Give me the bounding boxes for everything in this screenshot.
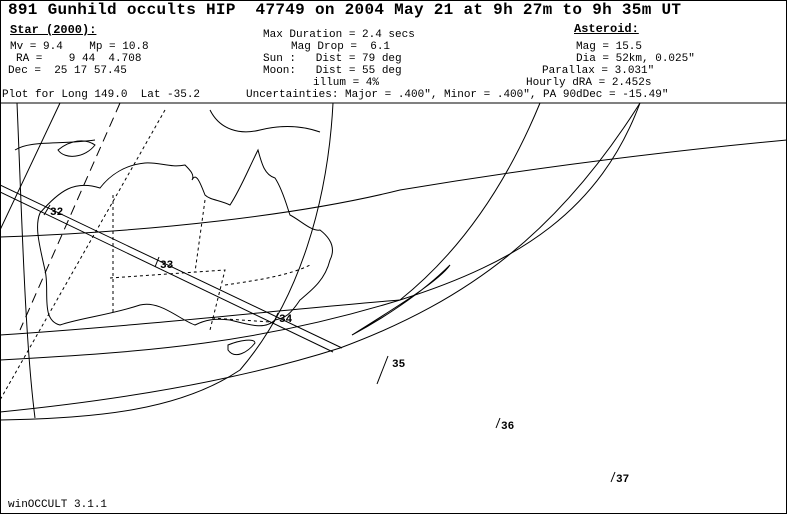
time-tick: [273, 312, 279, 323]
time-label: 35: [392, 359, 406, 371]
state-border: [194, 199, 206, 273]
latitude-line: [0, 299, 401, 336]
time-label: 32: [50, 207, 63, 219]
hourly-dra: Hourly dRA = 2.452s: [526, 77, 652, 89]
time-tick: [43, 204, 51, 216]
time-label: 37: [616, 474, 629, 486]
uncertainties: Uncertainties: Major = .400", Minor = .4…: [246, 89, 577, 101]
software-version: winOCCULT 3.1.1: [8, 499, 108, 511]
curve-line: [399, 102, 541, 301]
state-border: [211, 317, 271, 323]
path-north-limit: [0, 184, 343, 349]
page-title: 891 Gunhild occults HIP 47749 on 2004 Ma…: [8, 1, 682, 19]
time-label: 33: [160, 260, 174, 272]
star-dec: Dec = 25 17 57.45: [8, 65, 127, 77]
asteroid-heading: Asteroid:: [574, 22, 639, 36]
horizon-arc: [0, 102, 334, 421]
tasmania-coastline: [227, 339, 256, 356]
state-border: [224, 264, 311, 286]
max-duration: Max Duration = 2.4 secs: [263, 29, 415, 41]
asteroid-mag: Mag = 15.5: [576, 41, 643, 53]
path-south-limit: [0, 191, 334, 353]
mag-drop: Mag Drop = 6.1: [291, 41, 391, 53]
star-heading: Star (2000):: [10, 23, 97, 37]
plot-location: Plot for Long 149.0 Lat -35.2: [2, 89, 201, 101]
sun-distance: Sun : Dist = 79 deg: [263, 53, 402, 65]
moon-distance: Moon: Dist = 55 deg: [263, 65, 402, 77]
meridian-line: [16, 102, 36, 419]
ddec: dDec = -15.49": [576, 89, 669, 101]
asteroid-parallax: Parallax = 3.031": [542, 65, 655, 77]
latitude-line: [0, 102, 641, 361]
star-ra: RA = 9 44 4.708: [16, 53, 142, 65]
dashed-limit-line: [19, 102, 121, 331]
time-label: 34: [279, 314, 293, 326]
new-guinea-coastline: [209, 109, 321, 133]
time-tick: [495, 417, 501, 429]
dotted-line: [0, 109, 166, 401]
island-coastline: [14, 139, 96, 151]
island-coastline: [57, 140, 96, 157]
star-magnitude: Mv = 9.4 Mp = 10.8: [10, 41, 149, 53]
state-border: [109, 269, 226, 331]
time-label: 36: [501, 421, 514, 433]
moon-illumination: illum = 4%: [313, 77, 380, 89]
time-tick: [610, 471, 616, 483]
limit-curve: [0, 102, 641, 413]
time-tick: [376, 355, 389, 385]
time-tick: [154, 256, 160, 268]
meridian-line: [0, 102, 61, 231]
asteroid-diameter: Dia = 52km, 0.025": [576, 53, 695, 65]
new-zealand-coastline: [351, 264, 451, 336]
australia-coastline: [37, 148, 333, 327]
latitude-line: [0, 139, 787, 238]
